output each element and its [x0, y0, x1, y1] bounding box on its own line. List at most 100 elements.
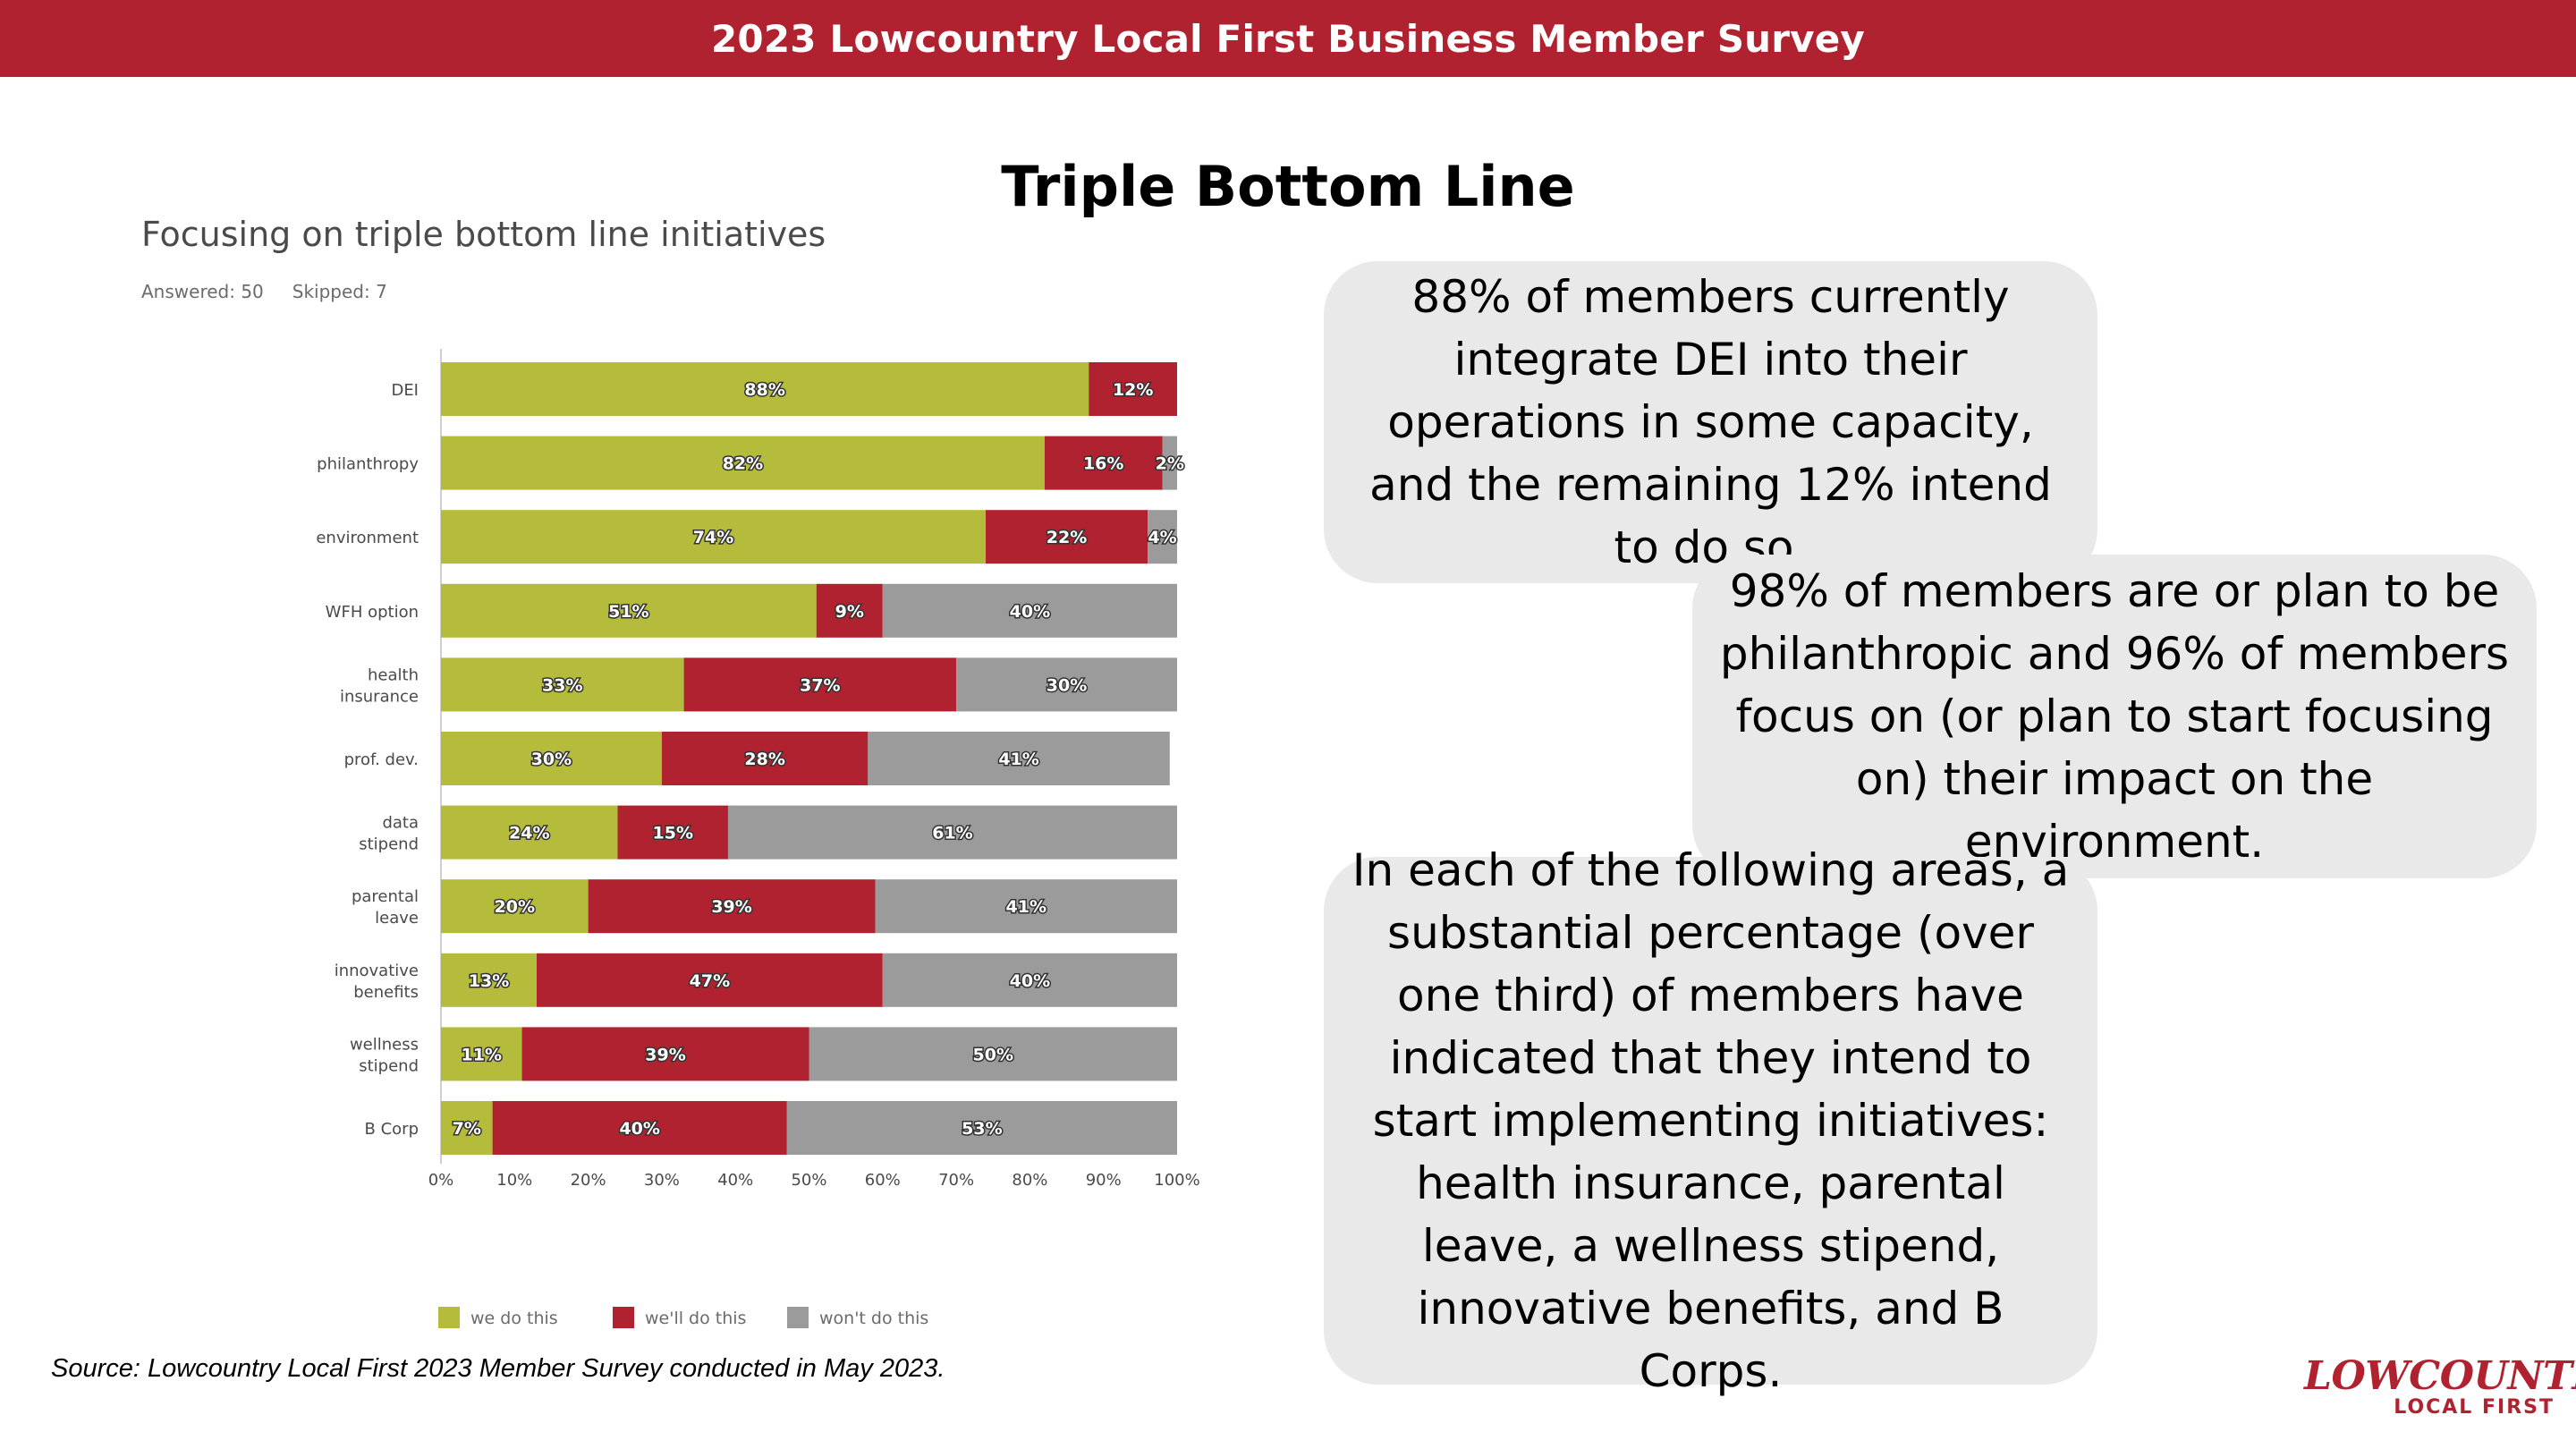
bar-parental-leave-we-do-this: [441, 879, 589, 934]
callout-dei-text: 88% of members currently integrate DEI i…: [1369, 271, 2052, 573]
data-label-philanthropy-won-t-do-this: 2%: [1156, 454, 1184, 474]
source-note: Source: Lowcountry Local First 2023 Memb…: [51, 1354, 945, 1383]
bar-innovative-benefits-we-ll-do-this: [536, 953, 883, 1007]
category-label-prof-dev: prof. dev.: [344, 750, 419, 769]
bar-innovative-benefits-we-do-this: [441, 953, 537, 1007]
data-label-wellness-stipend-we-ll-do-this: 39%: [645, 1045, 685, 1064]
category-label-health-insurance: health insurance: [340, 665, 419, 706]
legend-label-we-do-this: we do this: [470, 1309, 558, 1328]
data-label-parental-leave-we-do-this: 20%: [495, 897, 535, 917]
logo-sub-text: LOCAL FIRST: [2394, 1396, 2555, 1419]
callout-dei: 88% of members currently integrate DEI i…: [1324, 261, 2097, 583]
data-label-data-stipend-won-t-do-this: 61%: [932, 824, 972, 843]
data-label-data-stipend-we-do-this: 24%: [509, 824, 549, 843]
data-label-health-insurance-we-do-this: 33%: [542, 675, 582, 695]
data-label-prof-dev-won-t-do-this: 41%: [998, 750, 1038, 769]
bar-prof-dev-we-ll-do-this: [661, 732, 869, 785]
bar-parental-leave-won-t-do-this: [875, 879, 1177, 934]
data-label-health-insurance-won-t-do-this: 30%: [1046, 675, 1087, 695]
chart-stats: Answered: 50 Skipped: 7: [141, 281, 387, 302]
bar-health-insurance-we-do-this: [441, 657, 684, 712]
bar-philanthropy-we-ll-do-this: [1044, 436, 1163, 490]
data-label-wellness-stipend-won-t-do-this: 50%: [973, 1045, 1013, 1064]
data-label-environment-won-t-do-this: 4%: [1148, 528, 1176, 547]
data-label-prof-dev-we-do-this: 30%: [531, 750, 572, 769]
stacked-bar-chart: DEI 88% 12% philanthropy 82% 16% 2% environment…: [316, 349, 1200, 1328]
data-label-prof-dev-we-ll-do-this: 28%: [744, 750, 784, 769]
data-label-dei-we-ll-do-this: 12%: [1113, 380, 1153, 400]
x-tick-label-90: 90%: [1086, 1171, 1122, 1190]
bar-wellness-stipend-we-ll-do-this: [521, 1027, 809, 1081]
data-label-innovative-benefits-won-t-do-this: 40%: [1010, 971, 1050, 991]
skipped-count: Skipped: 7: [292, 281, 387, 302]
data-label-parental-leave-won-t-do-this: 41%: [1006, 897, 1046, 917]
logo-main-text: LOWCOUNTRY: [2304, 1353, 2576, 1399]
category-label-wfh-option: WFH option: [326, 603, 419, 622]
x-tick-label-100: 100%: [1154, 1171, 1199, 1190]
x-tick-label-10: 10%: [496, 1171, 532, 1190]
legend-swatch-won-t-do-this: [787, 1307, 809, 1328]
category-label-b-corp: B Corp: [365, 1120, 419, 1139]
legend-swatch-we-do-this: [438, 1307, 460, 1328]
data-label-wfh-option-won-t-do-this: 40%: [1010, 602, 1050, 622]
bar-health-insurance-won-t-do-this: [956, 657, 1177, 712]
bar-environment-won-t-do-this: [1148, 510, 1177, 564]
slide-title: Triple Bottom Line: [1001, 154, 1575, 219]
callout-philanthropy-text: 98% of members are or plan to be philant…: [1719, 565, 2510, 868]
bar-wellness-stipend-we-do-this: [441, 1027, 522, 1081]
banner-title: 2023 Lowcountry Local First Business Mem…: [711, 16, 1865, 61]
category-label-parental-leave: parental leave: [352, 887, 419, 928]
category-label-innovative-benefits: innovative benefits: [335, 962, 419, 1002]
data-label-wfh-option-we-do-this: 51%: [608, 602, 648, 622]
legend-label-we-ll-do-this: we'll do this: [645, 1309, 746, 1328]
bar-environment-we-ll-do-this: [986, 510, 1148, 564]
bar-b-corp-won-t-do-this: [786, 1101, 1177, 1155]
callout-intentions: In each of the following areas, a substa…: [1324, 844, 2097, 1397]
data-label-wfh-option-we-ll-do-this: 9%: [835, 602, 864, 622]
category-label-philanthropy: philanthropy: [317, 455, 419, 474]
bar-environment-we-do-this: [441, 510, 987, 564]
bar-wellness-stipend-won-t-do-this: [809, 1027, 1177, 1081]
bar-data-stipend-we-do-this: [441, 805, 618, 860]
bar-wfh-option-won-t-do-this: [882, 583, 1177, 638]
data-label-philanthropy-we-do-this: 82%: [723, 454, 763, 474]
callout-intentions-text: In each of the following areas, a substa…: [1352, 844, 2070, 1397]
lowcountry-local-first-logo: LOWCOUNTRY LOCAL FIRST: [2304, 1353, 2576, 1428]
bar-b-corp-we-ll-do-this: [492, 1101, 787, 1155]
answered-count: Answered: 50: [141, 281, 264, 302]
data-label-environment-we-do-this: 74%: [693, 528, 733, 547]
category-label-dei: DEI: [391, 381, 419, 400]
x-tick-label-30: 30%: [644, 1171, 680, 1190]
data-label-dei-we-do-this: 88%: [744, 380, 784, 400]
bar-wfh-option-we-ll-do-this: [816, 583, 883, 638]
x-tick-label-0: 0%: [428, 1171, 454, 1190]
bar-parental-leave-we-ll-do-this: [588, 879, 876, 934]
bar-philanthropy-we-do-this: [441, 436, 1045, 490]
x-tick-label-20: 20%: [571, 1171, 606, 1190]
bar-innovative-benefits-won-t-do-this: [882, 953, 1177, 1007]
data-label-innovative-benefits-we-do-this: 13%: [469, 971, 509, 991]
data-label-innovative-benefits-we-ll-do-this: 47%: [690, 971, 730, 991]
bar-health-insurance-we-ll-do-this: [683, 657, 957, 712]
bar-data-stipend-we-ll-do-this: [617, 805, 728, 860]
legend-swatch-we-ll-do-this: [613, 1307, 634, 1328]
data-label-b-corp-won-t-do-this: 53%: [962, 1119, 1002, 1139]
data-label-environment-we-ll-do-this: 22%: [1046, 528, 1087, 547]
bar-b-corp-we-do-this: [441, 1101, 493, 1155]
callout-philanthropy: 98% of members are or plan to be philant…: [1692, 555, 2537, 878]
x-tick-label-70: 70%: [938, 1171, 974, 1190]
data-label-b-corp-we-ll-do-this: 40%: [619, 1119, 659, 1139]
category-label-environment: environment: [316, 529, 419, 547]
top-banner: 2023 Lowcountry Local First Business Mem…: [0, 0, 2576, 77]
x-tick-label-50: 50%: [791, 1171, 826, 1190]
bar-dei-we-do-this: [441, 362, 1089, 416]
category-label-data-stipend: data stipend: [359, 814, 419, 854]
bar-prof-dev-we-do-this: [441, 732, 662, 785]
data-label-philanthropy-we-ll-do-this: 16%: [1083, 454, 1123, 474]
bar-wfh-option-we-do-this: [441, 583, 817, 638]
chart-title: Focusing on triple bottom line initiativ…: [141, 215, 826, 254]
bar-philanthropy-won-t-do-this: [1162, 436, 1177, 490]
data-label-health-insurance-we-ll-do-this: 37%: [800, 675, 840, 695]
bar-data-stipend-won-t-do-this: [727, 805, 1177, 860]
x-tick-label-80: 80%: [1012, 1171, 1047, 1190]
